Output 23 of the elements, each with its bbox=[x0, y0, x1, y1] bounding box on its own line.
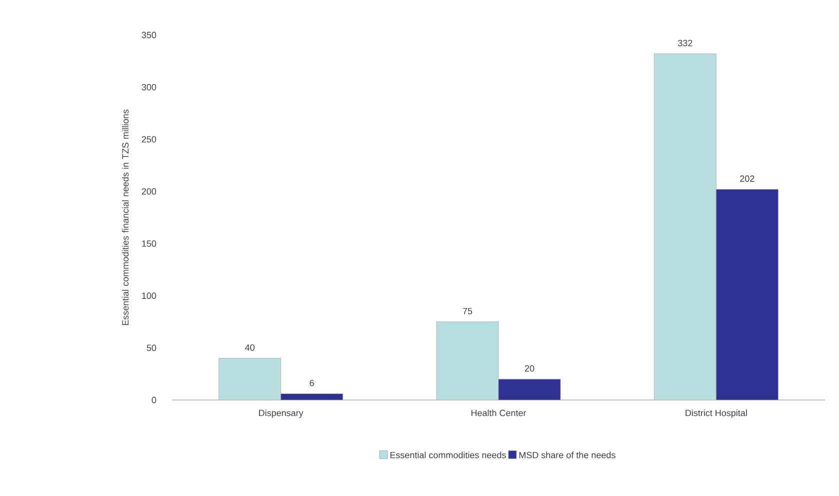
y-tick-label: 0 bbox=[152, 396, 156, 404]
x-tick-label: Dispensary bbox=[259, 410, 304, 418]
data-label: 75 bbox=[462, 308, 472, 314]
y-tick-label: 250 bbox=[142, 136, 156, 142]
data-label: 40 bbox=[245, 344, 254, 351]
data-label: 332 bbox=[678, 40, 692, 46]
bar bbox=[654, 54, 716, 400]
data-label: 202 bbox=[740, 175, 754, 182]
y-tick-label: 300 bbox=[142, 84, 156, 90]
bar bbox=[218, 358, 282, 400]
y-axis-title: Essential commodities financial needs in TZS millions bbox=[122, 110, 129, 326]
y-tick-label: 350 bbox=[142, 32, 156, 38]
legend-label: Essential commodities needs bbox=[390, 452, 506, 458]
bar bbox=[436, 322, 499, 400]
legend-label: MSD share of the needs bbox=[519, 452, 616, 458]
y-tick-label: 150 bbox=[142, 240, 156, 247]
y-tick-label: 200 bbox=[142, 188, 156, 195]
data-label: 20 bbox=[524, 365, 534, 372]
data-label: 6 bbox=[310, 380, 314, 386]
x-tick-label: Health Center bbox=[471, 410, 526, 416]
y-tick-label: 50 bbox=[146, 344, 156, 352]
y-tick-label: 100 bbox=[142, 292, 156, 299]
x-tick-label: District Hospital bbox=[686, 410, 747, 418]
